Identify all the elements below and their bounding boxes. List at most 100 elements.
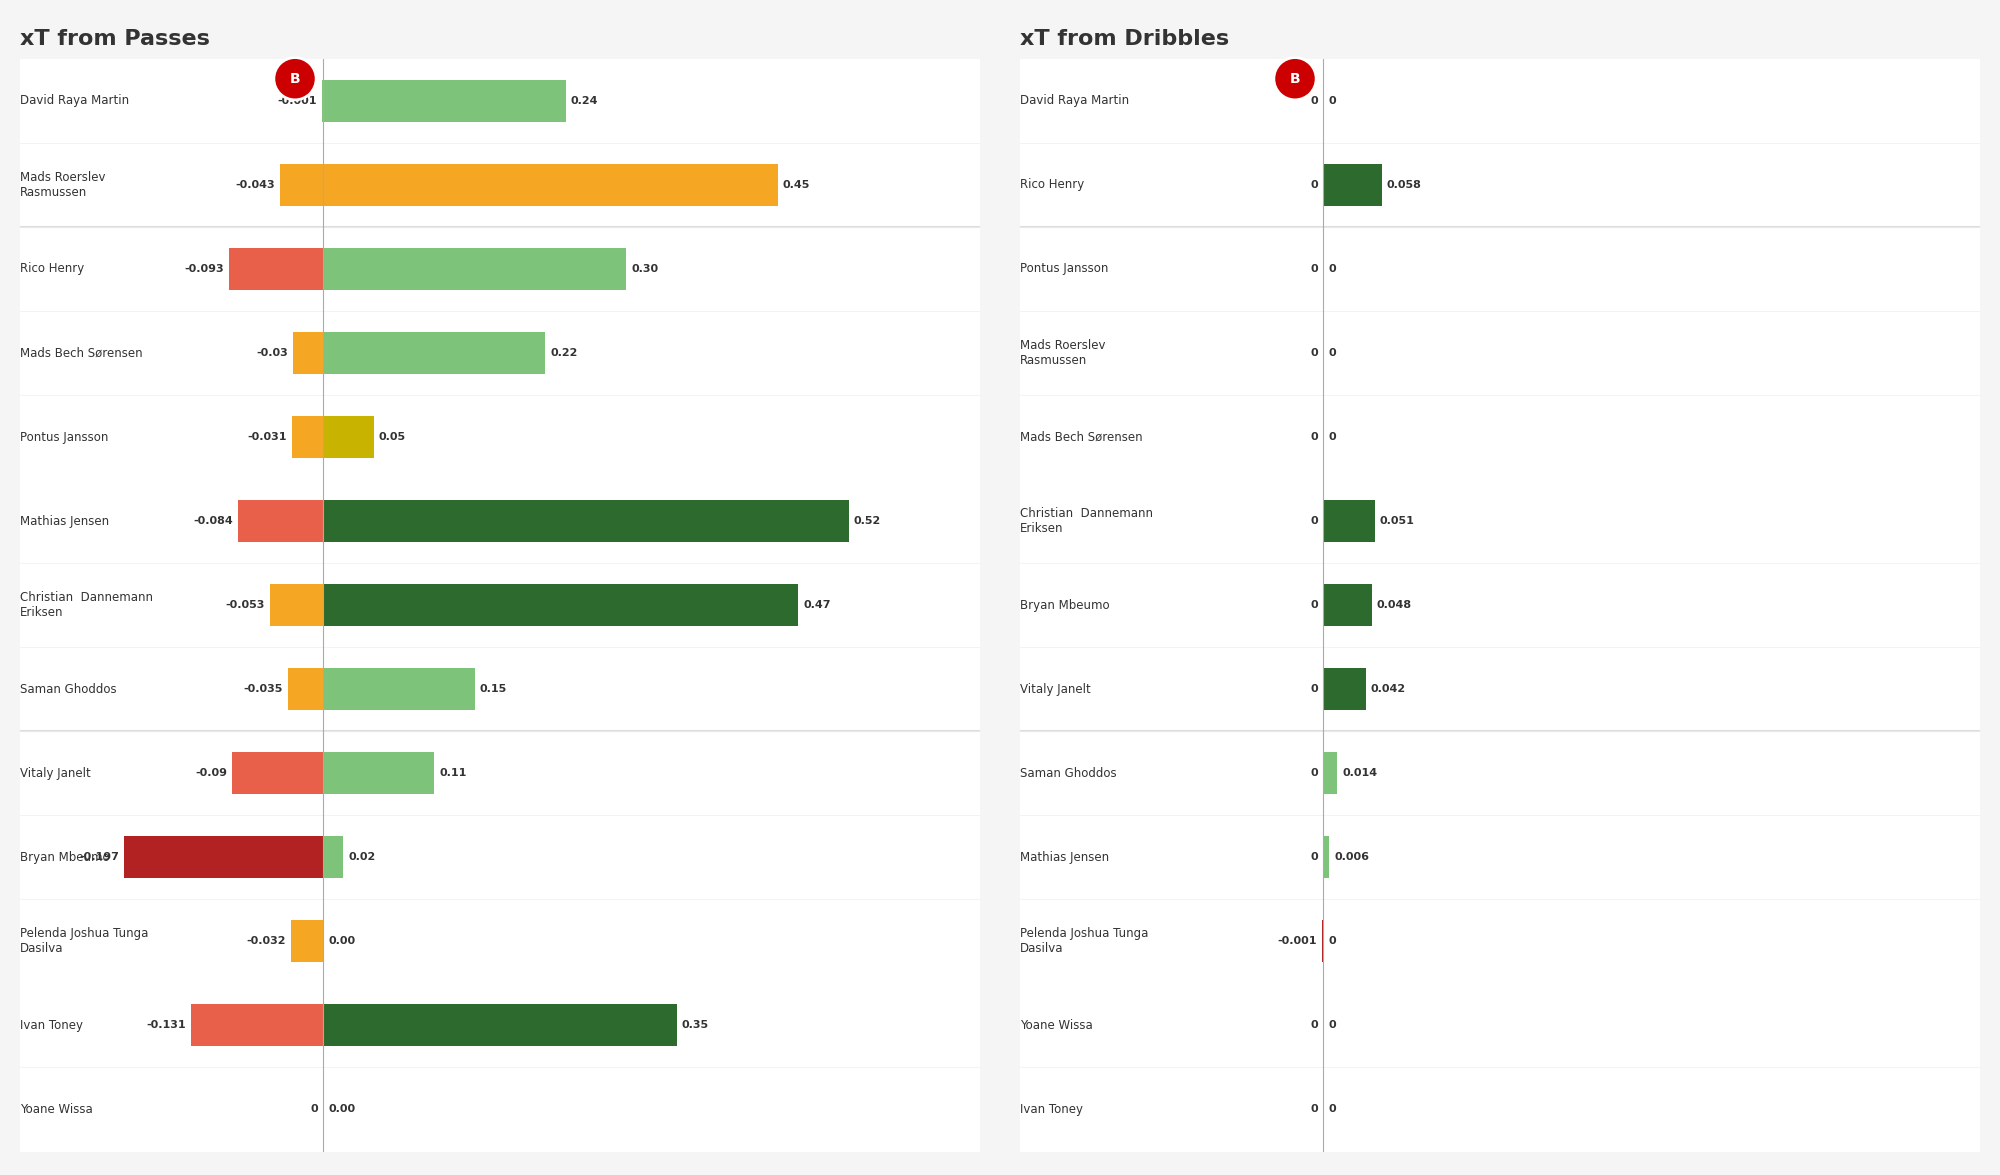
Text: 0.006: 0.006: [1334, 852, 1370, 862]
Text: -0.001: -0.001: [1278, 936, 1318, 946]
Text: 0.52: 0.52: [854, 516, 880, 526]
Text: -0.131: -0.131: [146, 1020, 186, 1030]
Text: 0.042: 0.042: [1370, 684, 1406, 694]
Text: 0.058: 0.058: [1386, 180, 1422, 190]
Text: 0: 0: [1310, 96, 1318, 106]
Text: 0.02: 0.02: [348, 852, 376, 862]
Text: xT from Passes: xT from Passes: [20, 29, 210, 49]
Bar: [270, 584, 324, 626]
Text: 0: 0: [1310, 516, 1318, 526]
Bar: [230, 248, 324, 290]
Text: Bryan Mbeumo: Bryan Mbeumo: [20, 851, 110, 864]
Text: 0: 0: [1328, 936, 1336, 946]
Text: 0.051: 0.051: [1380, 516, 1414, 526]
Text: Ivan Toney: Ivan Toney: [1020, 1103, 1084, 1116]
Text: B: B: [290, 72, 300, 86]
Text: 0.014: 0.014: [1342, 768, 1378, 778]
Text: Mathias Jensen: Mathias Jensen: [20, 515, 110, 528]
Text: Christian  Dannemann
Eriksen: Christian Dannemann Eriksen: [20, 591, 152, 619]
Bar: [1324, 837, 1330, 879]
Text: 0: 0: [310, 1104, 318, 1114]
Text: Vitaly Janelt: Vitaly Janelt: [1020, 683, 1090, 696]
Text: -0.09: -0.09: [196, 768, 228, 778]
Text: xT from Dribbles: xT from Dribbles: [1020, 29, 1230, 49]
Text: Vitaly Janelt: Vitaly Janelt: [20, 767, 90, 780]
Text: Pelenda Joshua Tunga
Dasilva: Pelenda Joshua Tunga Dasilva: [1020, 927, 1148, 955]
Text: -0.053: -0.053: [226, 600, 264, 610]
Text: Mads Bech Sørensen: Mads Bech Sørensen: [20, 347, 142, 360]
Circle shape: [1274, 58, 1316, 100]
Text: 0.00: 0.00: [328, 936, 356, 946]
Text: Mads Bech Sørensen: Mads Bech Sørensen: [1020, 430, 1142, 443]
Text: Pelenda Joshua Tunga
Dasilva: Pelenda Joshua Tunga Dasilva: [20, 927, 148, 955]
Bar: [1324, 752, 1338, 794]
Text: 0: 0: [1310, 852, 1318, 862]
Text: -0.03: -0.03: [256, 348, 288, 358]
Text: 0: 0: [1310, 600, 1318, 610]
Bar: [290, 920, 324, 962]
Circle shape: [274, 58, 316, 100]
Bar: [324, 163, 778, 206]
Text: Yoane Wissa: Yoane Wissa: [1020, 1019, 1092, 1032]
Text: 0: 0: [1310, 180, 1318, 190]
Text: David Raya Martin: David Raya Martin: [1020, 94, 1130, 107]
Text: -0.001: -0.001: [278, 96, 318, 106]
Text: David Raya Martin: David Raya Martin: [20, 94, 130, 107]
Text: 0: 0: [1310, 264, 1318, 274]
Bar: [238, 501, 324, 542]
Text: Ivan Toney: Ivan Toney: [20, 1019, 84, 1032]
Text: 0: 0: [1328, 264, 1336, 274]
Text: 0.24: 0.24: [570, 96, 598, 106]
Bar: [324, 80, 566, 122]
Text: -0.084: -0.084: [194, 516, 234, 526]
Bar: [324, 669, 474, 710]
Text: 0.11: 0.11: [440, 768, 466, 778]
Bar: [324, 248, 626, 290]
Text: 0.35: 0.35: [682, 1020, 710, 1030]
Bar: [232, 752, 324, 794]
Bar: [324, 501, 848, 542]
Text: 0: 0: [1328, 432, 1336, 442]
Text: Pontus Jansson: Pontus Jansson: [20, 430, 108, 443]
Text: 0: 0: [1310, 1104, 1318, 1114]
Bar: [324, 1005, 676, 1047]
Text: 0: 0: [1328, 1104, 1336, 1114]
Bar: [1324, 501, 1374, 542]
Text: Yoane Wissa: Yoane Wissa: [20, 1103, 92, 1116]
Text: 0.00: 0.00: [328, 1104, 356, 1114]
Bar: [324, 584, 798, 626]
Text: 0.45: 0.45: [782, 180, 810, 190]
Text: Rico Henry: Rico Henry: [20, 262, 84, 275]
Text: 0: 0: [1310, 348, 1318, 358]
Text: Mathias Jensen: Mathias Jensen: [1020, 851, 1110, 864]
Bar: [1324, 584, 1372, 626]
Text: 0.15: 0.15: [480, 684, 508, 694]
Bar: [190, 1005, 324, 1047]
Bar: [1324, 669, 1366, 710]
Text: 0.048: 0.048: [1376, 600, 1412, 610]
Text: 0.47: 0.47: [804, 600, 830, 610]
Bar: [288, 669, 324, 710]
Text: 0: 0: [1310, 768, 1318, 778]
Text: Bryan Mbeumo: Bryan Mbeumo: [1020, 598, 1110, 612]
Bar: [324, 752, 434, 794]
Bar: [324, 837, 344, 879]
Text: 0: 0: [1310, 1020, 1318, 1030]
Text: -0.031: -0.031: [248, 432, 286, 442]
Text: -0.032: -0.032: [246, 936, 286, 946]
Bar: [280, 163, 324, 206]
Text: -0.035: -0.035: [244, 684, 282, 694]
Bar: [1324, 163, 1382, 206]
Text: 0.22: 0.22: [550, 348, 578, 358]
Text: Saman Ghoddos: Saman Ghoddos: [20, 683, 116, 696]
Text: 0: 0: [1328, 348, 1336, 358]
Bar: [324, 416, 374, 458]
Bar: [292, 331, 324, 374]
Text: 0.05: 0.05: [378, 432, 406, 442]
Text: -0.197: -0.197: [80, 852, 120, 862]
Text: 0: 0: [1310, 684, 1318, 694]
Text: B: B: [1290, 72, 1300, 86]
Bar: [292, 416, 324, 458]
Text: -0.093: -0.093: [184, 264, 224, 274]
Text: 0: 0: [1328, 1020, 1336, 1030]
